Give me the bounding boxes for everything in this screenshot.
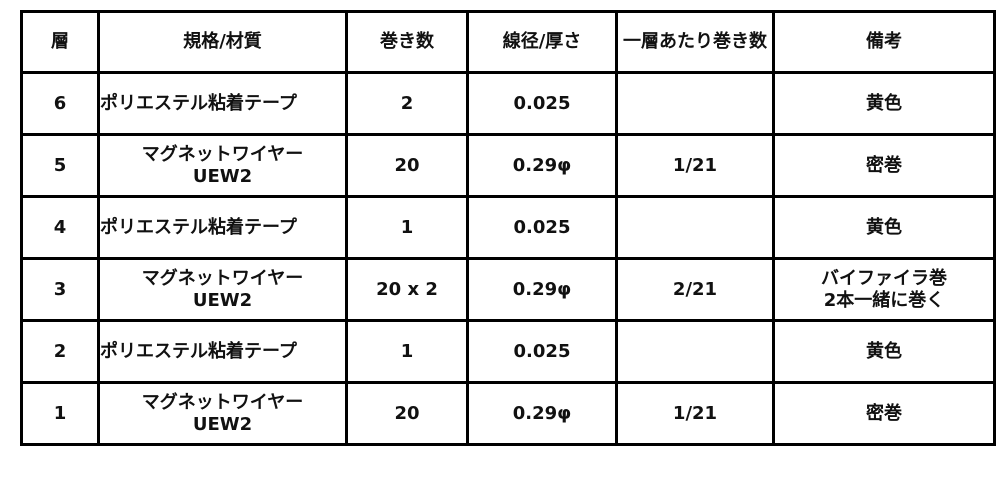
cell-material: マグネットワイヤー UEW2 [97,381,348,446]
header-note: 備考 [772,10,996,74]
cell-diameter: 0.29φ [466,133,618,198]
table-row: 3 マグネットワイヤー UEW2 20 x 2 0.29φ 2/21 バイファイラ巻 2本一緒… [20,257,996,322]
cell-note: 黄色 [772,195,996,260]
cell-layer: 6 [20,71,100,136]
cell-layer: 2 [20,319,100,384]
cell-diameter: 0.025 [466,71,618,136]
winding-spec-table: 層 規格/材質 巻き数 線径/厚さ 一層あたり巻き数 備考 6 ポリエステル粘着テ… [20,10,996,446]
cell-layer: 1 [20,381,100,446]
cell-per-layer [615,71,775,136]
table-row: 5 マグネットワイヤー UEW2 20 0.29φ 1/21 密巻 [20,133,996,198]
cell-per-layer: 1/21 [615,381,775,446]
cell-per-layer [615,319,775,384]
cell-diameter: 0.025 [466,319,618,384]
cell-turns: 20 x 2 [345,257,469,322]
table-row: 2 ポリエステル粘着テープ 1 0.025 黄色 [20,319,996,384]
cell-diameter: 0.29φ [466,257,618,322]
table-row: 4 ポリエステル粘着テープ 1 0.025 黄色 [20,195,996,260]
cell-material: ポリエステル粘着テープ [97,319,348,384]
cell-note: バイファイラ巻 2本一緒に巻く [772,257,996,322]
cell-per-layer: 1/21 [615,133,775,198]
cell-note: 黄色 [772,319,996,384]
cell-layer: 3 [20,257,100,322]
cell-note: 黄色 [772,71,996,136]
cell-material: マグネットワイヤー UEW2 [97,257,348,322]
cell-layer: 4 [20,195,100,260]
cell-diameter: 0.025 [466,195,618,260]
cell-turns: 1 [345,319,469,384]
header-material: 規格/材質 [97,10,348,74]
header-diameter: 線径/厚さ [466,10,618,74]
cell-per-layer [615,195,775,260]
cell-material: ポリエステル粘着テープ [97,71,348,136]
header-per-layer: 一層あたり巻き数 [615,10,775,74]
header-row: 層 規格/材質 巻き数 線径/厚さ 一層あたり巻き数 備考 [20,10,996,74]
cell-turns: 20 [345,381,469,446]
header-turns: 巻き数 [345,10,469,74]
table-row: 1 マグネットワイヤー UEW2 20 0.29φ 1/21 密巻 [20,381,996,446]
cell-note: 密巻 [772,381,996,446]
header-layer: 層 [20,10,100,74]
cell-layer: 5 [20,133,100,198]
cell-turns: 2 [345,71,469,136]
cell-diameter: 0.29φ [466,381,618,446]
cell-turns: 1 [345,195,469,260]
cell-per-layer: 2/21 [615,257,775,322]
cell-material: ポリエステル粘着テープ [97,195,348,260]
cell-turns: 20 [345,133,469,198]
cell-material: マグネットワイヤー UEW2 [97,133,348,198]
cell-note: 密巻 [772,133,996,198]
table-row: 6 ポリエステル粘着テープ 2 0.025 黄色 [20,71,996,136]
